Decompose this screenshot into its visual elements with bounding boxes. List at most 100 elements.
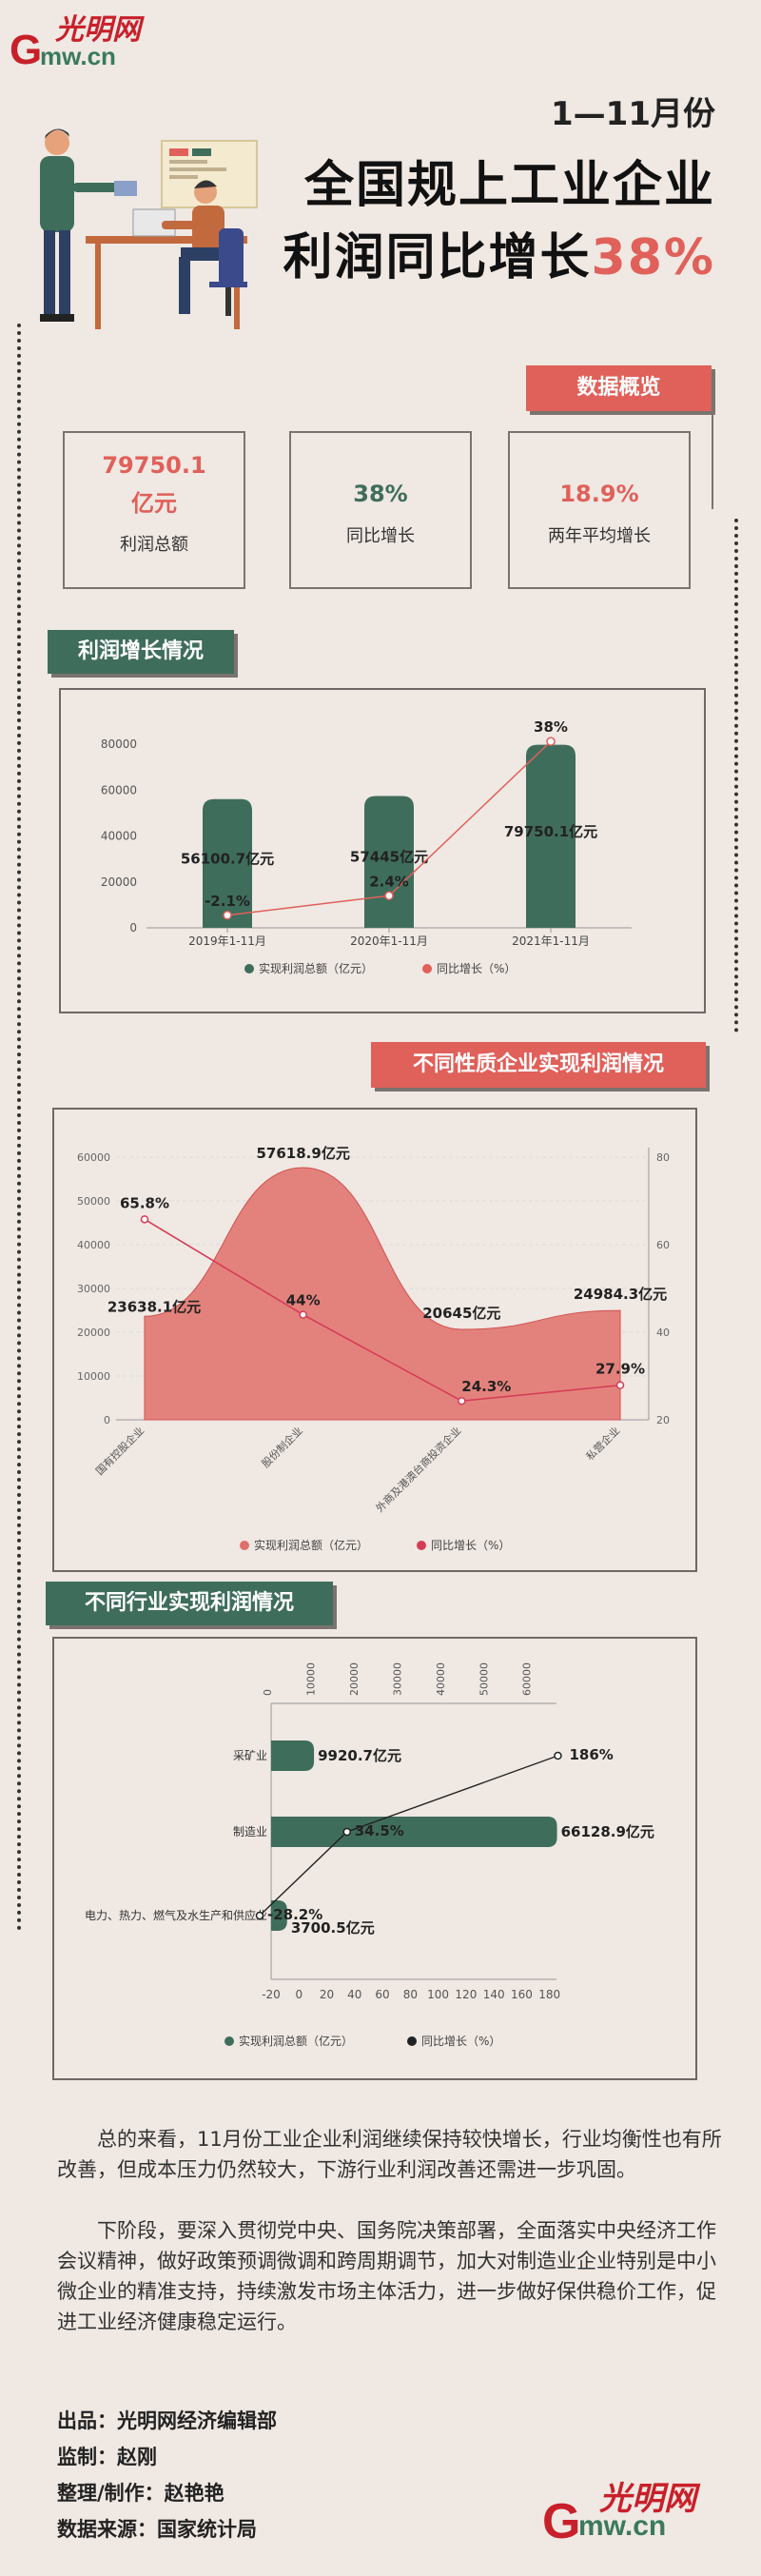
growth-point (140, 1215, 149, 1224)
right-tick-label: 80 (656, 1151, 670, 1164)
summary-paragraph-1: 总的来看，11月份工业企业利润继续保持较快增长，行业均衡性也有所改善，但成本压力… (57, 2128, 722, 2181)
credit-editor: 整理/制作：赵艳艳 (57, 2482, 224, 2505)
profit-bar (271, 1900, 287, 1931)
x-tick-label: 2019年1-11月 (188, 934, 266, 948)
top-logo: 光明网 G mw.cn (10, 6, 200, 73)
overview-tag: 数据概览 (526, 365, 712, 411)
bottom-tick-label: 120 (455, 1988, 477, 2001)
stat-two-year-avg: 18.9% 两年平均增长 (508, 431, 691, 589)
logo-chinese-text: 光明网 (55, 13, 141, 47)
legend-profit-marker (240, 1541, 249, 1550)
left-tick-label: 20000 (77, 1327, 110, 1339)
profit-bar (526, 744, 576, 928)
x-tick-label: 国有控股企业 (93, 1424, 147, 1478)
bar-value-label: 9920.7亿元 (318, 1747, 401, 1764)
top-tick-label: 0 (262, 1689, 274, 1696)
y-tick-label: 60000 (101, 783, 137, 796)
profit-growth-chart: 0 20000 40000 60000 80000 2019年1-11月 56100.7亿元… (101, 718, 632, 975)
bottom-tick-label: 20 (320, 1988, 334, 2001)
bottom-tick-label: 160 (511, 1988, 533, 2001)
left-tick-label: 10000 (77, 1370, 110, 1383)
x-tick-label: 外商及港澳台商投资企业 (373, 1424, 463, 1514)
title-highlight: 38% (591, 229, 715, 286)
growth-point (299, 1310, 307, 1319)
bottom-tick-label: 60 (375, 1988, 389, 2001)
stat-yoy-label: 同比增长 (346, 526, 415, 546)
area-value-label: 24984.3亿元 (574, 1286, 667, 1303)
left-tick-label: 0 (104, 1414, 110, 1426)
office-illustration (40, 128, 258, 329)
category-label: 采矿业 (233, 1749, 267, 1762)
bottom-tick-label: 140 (483, 1988, 505, 2001)
bottom-logo-chinese-text: 光明网 (599, 2480, 696, 2518)
area-value-label: 23638.1亿元 (107, 1298, 201, 1315)
left-tick-label: 60000 (77, 1151, 110, 1164)
area-value-label: 57618.9亿元 (257, 1145, 350, 1162)
growth-point (223, 911, 232, 920)
stat-avg-value: 18.9% (559, 481, 639, 507)
legend-growth-label: 同比增长（%） (421, 2035, 500, 2048)
bottom-logo: 光明网 G mw.cn (542, 2472, 732, 2549)
stat-profit-unit: 亿元 (131, 490, 177, 517)
right-tick-label: 60 (656, 1239, 670, 1251)
left-dotted-line (17, 324, 21, 1932)
growth-label: 65.8% (120, 1194, 169, 1211)
growth-point (546, 737, 556, 746)
stat-yoy-value: 38% (353, 481, 408, 507)
stat-profit-total: 79750.1 亿元 利润总额 (63, 431, 245, 589)
legend-growth-marker (407, 2036, 417, 2046)
profit-bar (364, 796, 414, 928)
x-tick-label: 私营企业 (583, 1424, 622, 1463)
x-tick-label: 股份制企业 (259, 1424, 305, 1470)
growth-point (554, 1751, 562, 1760)
growth-label: 24.3% (461, 1378, 511, 1395)
main-title-line1: 全国规上工业企业 (303, 157, 715, 214)
growth-label: 186% (569, 1746, 613, 1763)
bottom-logo-g: G (542, 2494, 581, 2549)
top-tick-label: 60000 (521, 1662, 534, 1696)
legend-growth-label: 同比增长（%） (431, 1539, 510, 1552)
top-tick-label: 50000 (478, 1662, 490, 1696)
legend-profit-label: 实现利润总额（亿元） (254, 1538, 368, 1552)
top-tick-label: 30000 (391, 1662, 403, 1696)
top-tick-label: 40000 (435, 1662, 447, 1696)
bar-value-label: 66128.9亿元 (561, 1823, 654, 1840)
stat-avg-label: 两年平均增长 (548, 526, 651, 546)
growth-label: -2.1% (205, 893, 250, 910)
bar-value-label: 57445亿元 (350, 849, 428, 866)
profit-bar (271, 1817, 557, 1847)
growth-label: 27.9% (595, 1361, 645, 1378)
period-text: 1—11月份 (551, 95, 715, 133)
summary-paragraph-2: 下阶段，要深入贯彻党中央、国务院决策部署，全面落实中央经济工作会议精神，做好政策… (57, 2219, 716, 2333)
bottom-tick-label: 100 (427, 1988, 449, 2001)
x-tick-label: 2020年1-11月 (350, 934, 428, 948)
bottom-tick-label: 40 (347, 1988, 361, 2001)
growth-label: 34.5% (355, 1822, 404, 1839)
title-line2-text: 利润同比增长 (283, 229, 592, 286)
legend-growth-marker (417, 1541, 426, 1550)
stat-yoy-growth: 38% 同比增长 (289, 431, 472, 589)
category-label: 制造业 (233, 1825, 267, 1839)
legend-growth-marker (422, 964, 432, 973)
area-value-label: 20645亿元 (422, 1305, 500, 1322)
stat-profit-value: 79750.1 (102, 452, 206, 479)
section3-tag: 不同行业实现利润情况 (46, 1582, 333, 1625)
profit-bar (203, 798, 252, 928)
enterprise-type-chart: 0 10000 20000 30000 40000 50000 60000 20 40 60 80 国… (77, 1145, 670, 1552)
industry-chart: 0 10000 20000 30000 40000 50000 60000 -20 0 20 40 6… (85, 1662, 654, 2048)
section1-tag: 利润增长情况 (48, 630, 234, 674)
y-tick-label: 40000 (101, 830, 137, 843)
right-tick-label: 20 (656, 1414, 670, 1426)
bottom-tick-label: 0 (295, 1988, 302, 2001)
growth-point (615, 1381, 625, 1389)
bar-value-label: 3700.5亿元 (291, 1919, 375, 1937)
growth-line (144, 1218, 621, 1403)
growth-label: -28.2% (267, 1906, 322, 1923)
chart3-frame (52, 1637, 697, 2080)
credit-producer: 出品：光明网经济编辑部 (57, 2409, 277, 2432)
legend-profit-marker (224, 2036, 234, 2046)
overview-bracket (712, 395, 713, 509)
chart1-frame (59, 688, 706, 1013)
x-tick-label: 2021年1-11月 (512, 934, 590, 948)
bottom-tick-label: 80 (403, 1988, 418, 2001)
